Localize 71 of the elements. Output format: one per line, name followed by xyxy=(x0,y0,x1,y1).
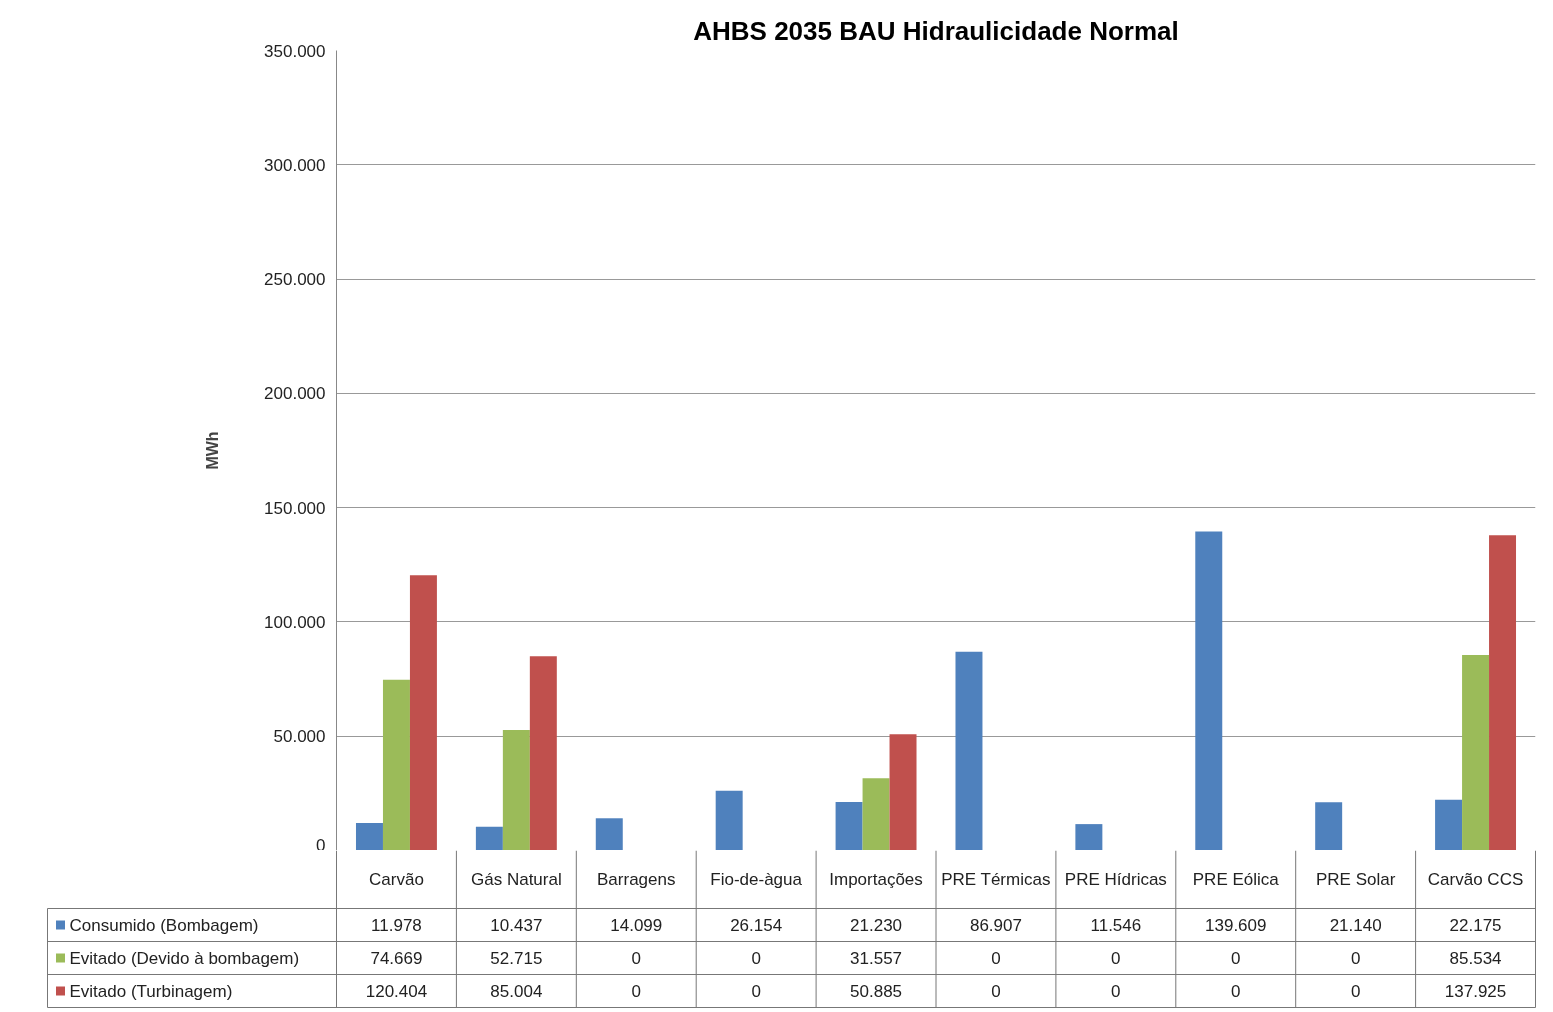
data-label: 52.715 xyxy=(490,949,543,968)
x-tick-label: Fio-de-àgua xyxy=(710,870,803,889)
y-axis-title: MWh xyxy=(204,431,222,470)
bar xyxy=(595,818,623,850)
legend-label: Consumido (Bombagem) xyxy=(69,915,259,935)
x-tick-label: Gás Natural xyxy=(471,870,562,889)
bar xyxy=(355,823,383,850)
chart-title: AHBS 2035 BAU Hidraulicidade Normal xyxy=(693,15,1179,46)
data-label: 0 xyxy=(991,982,1001,1001)
bar xyxy=(889,734,917,850)
data-label: 85.004 xyxy=(490,982,543,1001)
y-tick-label: 350.000 xyxy=(264,41,326,61)
y-tick-label: 0 xyxy=(316,835,326,855)
data-label: 0 xyxy=(1350,982,1361,1001)
data-label: 14.099 xyxy=(610,916,663,935)
data-label: 74.669 xyxy=(370,949,423,968)
bar xyxy=(529,656,557,850)
data-label: 0 xyxy=(631,949,641,968)
data-label: 86.907 xyxy=(969,916,1022,935)
data-label: 10.437 xyxy=(490,916,543,935)
data-label: 0 xyxy=(1111,949,1121,968)
x-tick-label: Importações xyxy=(829,870,923,889)
bar xyxy=(1462,654,1490,850)
data-label: 0 xyxy=(631,982,641,1001)
bar xyxy=(1435,799,1463,850)
bar xyxy=(475,826,503,850)
y-tick-label: 300.000 xyxy=(264,155,326,175)
data-label: 0 xyxy=(751,982,761,1001)
bar xyxy=(955,651,983,850)
bar xyxy=(502,730,530,850)
legend-label: Evitado (Turbinagem) xyxy=(69,981,233,1001)
x-tick-label: PRE Solar xyxy=(1315,870,1396,889)
x-tick-label: Carvão xyxy=(369,870,424,889)
data-label: 0 xyxy=(1350,949,1361,968)
x-tick-label: Carvão CCS xyxy=(1427,870,1524,889)
bar xyxy=(835,801,863,850)
y-tick-label: 100.000 xyxy=(264,612,326,632)
data-label: 22.175 xyxy=(1449,916,1502,935)
data-label: 11.978 xyxy=(371,916,422,935)
x-tick-label: Barragens xyxy=(597,870,676,889)
x-tick-label: PRE Térmicas xyxy=(941,870,1051,889)
y-tick-label: 200.000 xyxy=(264,384,326,404)
bar xyxy=(1489,535,1517,850)
y-tick-label: 150.000 xyxy=(264,498,326,518)
data-label: 50.885 xyxy=(850,982,903,1001)
data-label: 0 xyxy=(751,949,761,968)
data-label: 0 xyxy=(1111,982,1121,1001)
x-tick-label: PRE Eólica xyxy=(1192,870,1280,889)
x-tick-label: PRE Hídricas xyxy=(1064,870,1167,889)
y-tick-label: 250.000 xyxy=(264,270,326,290)
bar xyxy=(1075,824,1103,850)
data-label: 85.534 xyxy=(1449,949,1502,968)
data-label: 0 xyxy=(1231,949,1241,968)
legend-label: Evitado (Devido à bombagem) xyxy=(69,948,300,968)
bar xyxy=(1315,802,1343,850)
data-label: 11.546 xyxy=(1090,916,1142,935)
bar xyxy=(715,790,743,850)
data-label: 21.230 xyxy=(850,916,903,935)
bar xyxy=(1195,531,1223,850)
data-label: 120.404 xyxy=(365,982,428,1001)
bar xyxy=(382,679,410,850)
data-label: 21.140 xyxy=(1329,916,1382,935)
data-label: 0 xyxy=(991,949,1001,968)
y-tick-label: 50.000 xyxy=(273,727,326,747)
data-label: 0 xyxy=(1231,982,1241,1001)
data-label: 139.609 xyxy=(1205,916,1267,935)
data-label: 26.154 xyxy=(730,916,783,935)
data-label: 137.925 xyxy=(1444,982,1507,1001)
bar xyxy=(862,778,890,850)
bar xyxy=(409,575,437,850)
data-label: 31.557 xyxy=(850,949,903,968)
